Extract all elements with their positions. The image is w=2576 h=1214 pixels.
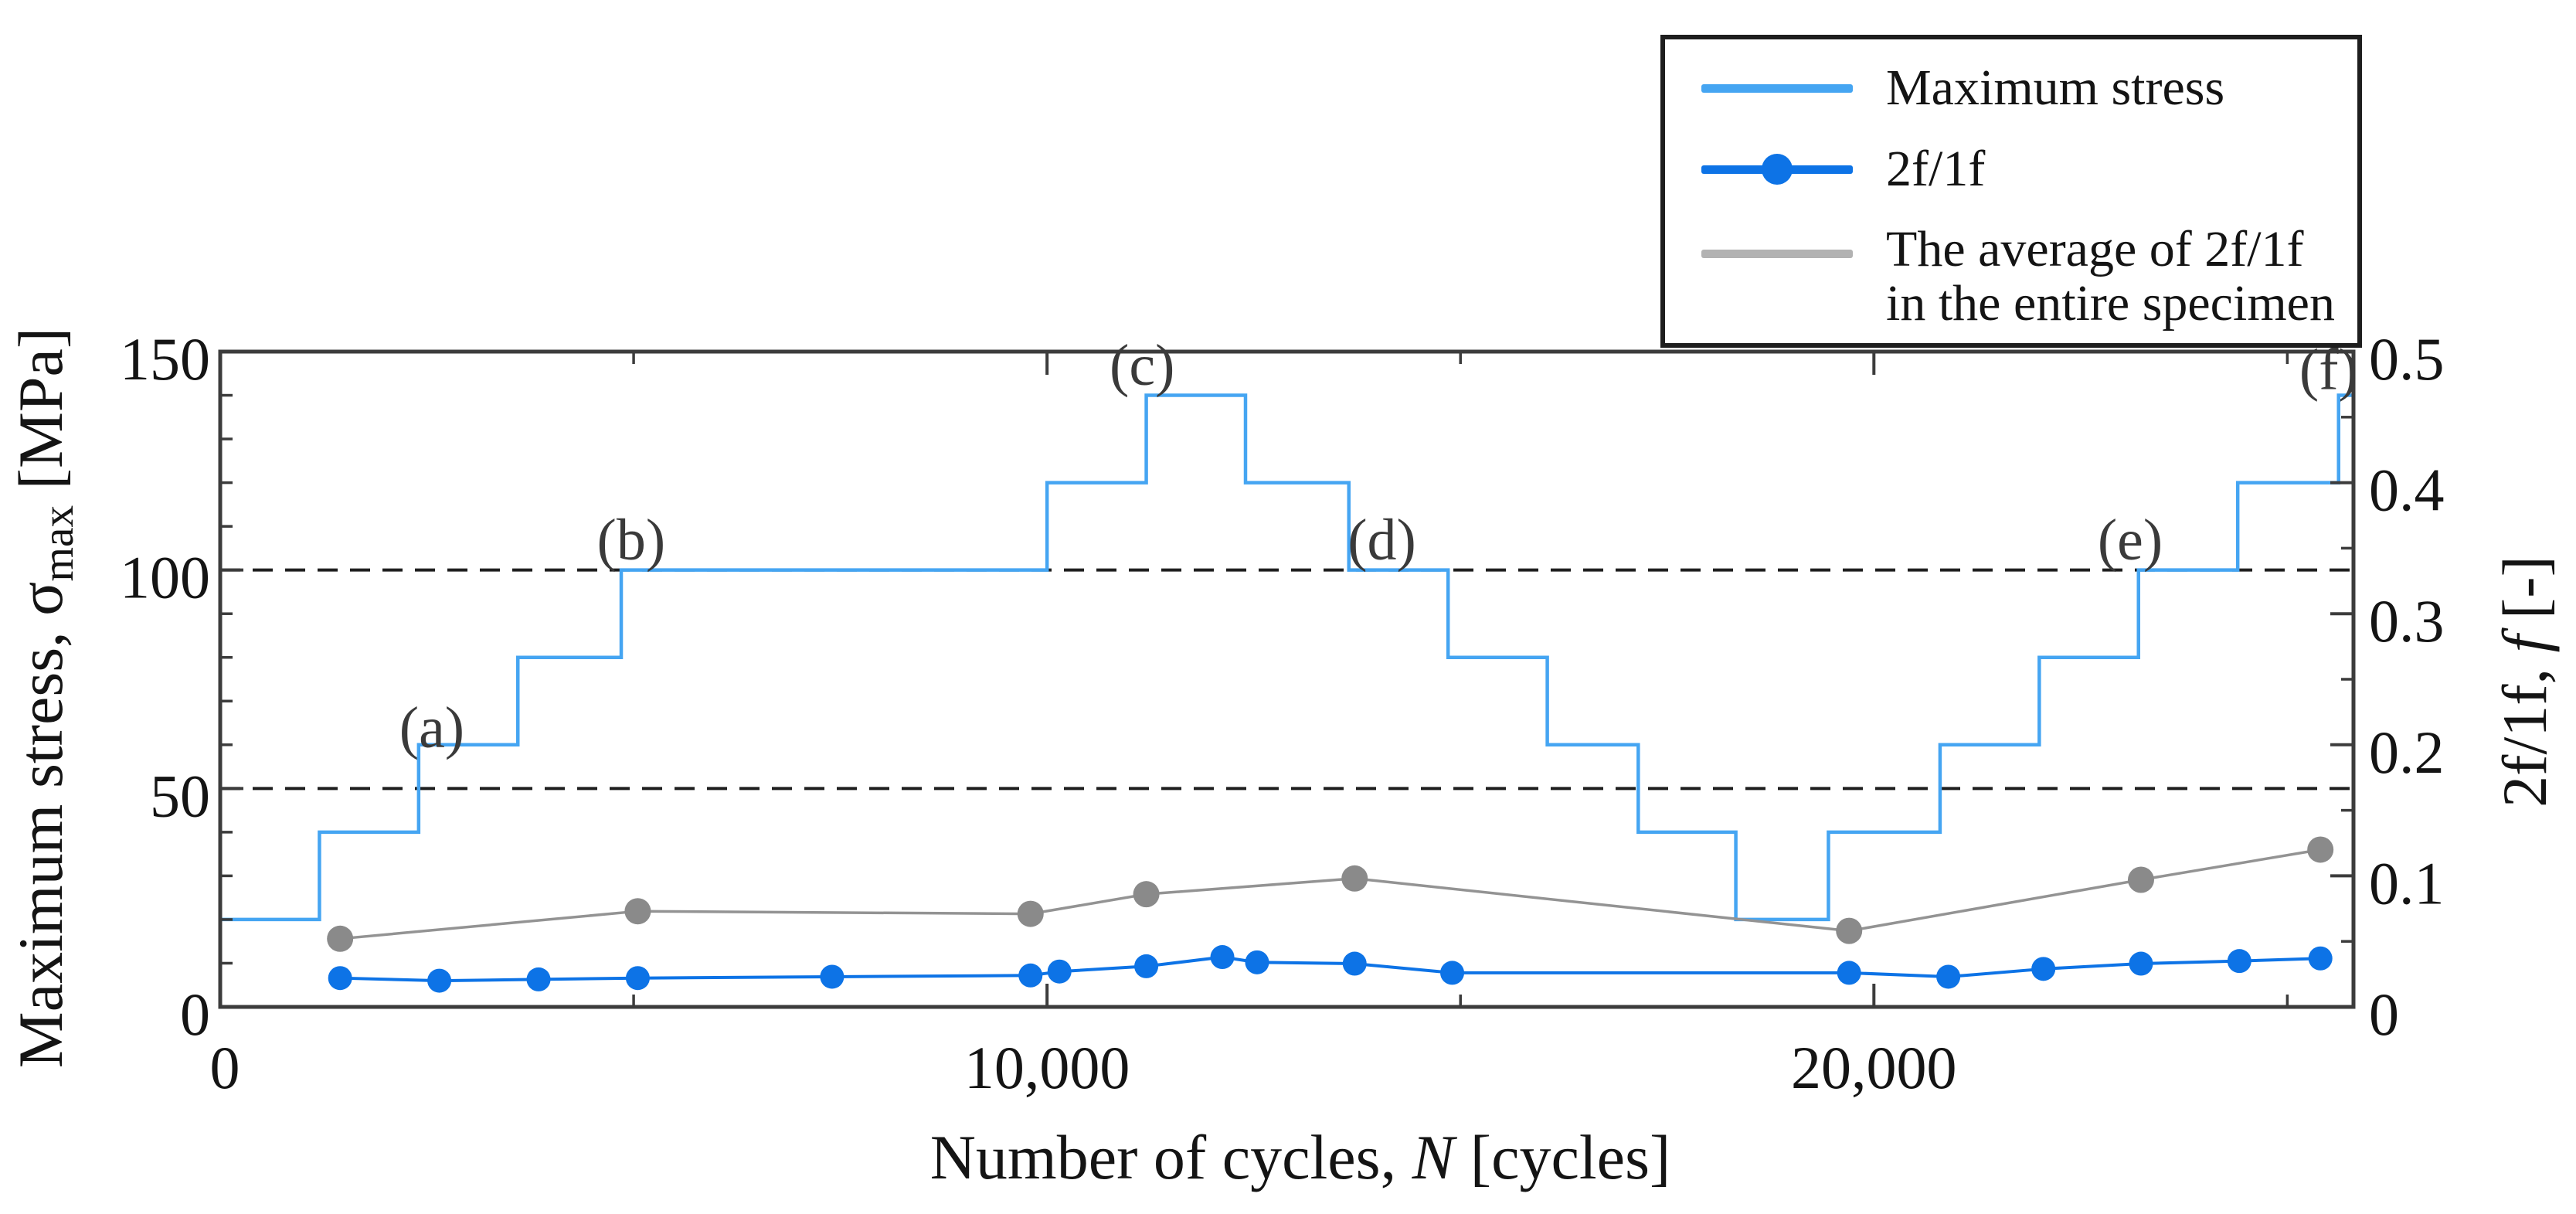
y-right-tick-label: 0.1 bbox=[2369, 849, 2445, 916]
right-axis-title-text: 2f/1f, bbox=[2489, 652, 2560, 808]
ratio-data-point bbox=[625, 966, 650, 991]
x-axis-title: Number of cycles, N [cycles] bbox=[930, 1121, 1671, 1194]
left-axis-title: Maximum stress, σmax [MPa] bbox=[5, 328, 83, 1068]
annotation-a: (a) bbox=[399, 695, 464, 760]
y-right-tick-label: 0.4 bbox=[2369, 457, 2445, 524]
x-tick-label: 0 bbox=[210, 1034, 240, 1101]
average-data-point bbox=[1133, 881, 1160, 908]
left-axis-title-unit: [MPa] bbox=[5, 327, 76, 505]
annotation-e: (e) bbox=[2098, 508, 2163, 573]
average-data-point bbox=[1341, 865, 1368, 892]
average-data-point bbox=[2127, 866, 2154, 893]
ratio-data-point bbox=[2308, 946, 2333, 971]
ratio-data-point bbox=[1210, 945, 1235, 970]
legend-label-max-stress: Maximum stress bbox=[1886, 60, 2225, 116]
max-stress-line bbox=[220, 393, 2353, 922]
ratio-data-point bbox=[1245, 950, 1269, 974]
x-axis-title-unit: [cycles] bbox=[1454, 1122, 1671, 1192]
x-axis-title-text: Number of cycles, bbox=[929, 1122, 1412, 1192]
average-line-swatch-icon bbox=[1701, 250, 1853, 258]
left-axis-title-subscript: max bbox=[34, 505, 83, 582]
annotation-b: (b) bbox=[597, 508, 666, 573]
annotation-f: (f) bbox=[2299, 338, 2358, 403]
right-axis-title-symbol: f bbox=[2489, 634, 2560, 653]
average-data-point bbox=[624, 898, 651, 925]
ratio-data-point bbox=[1134, 954, 1159, 978]
x-tick-label: 20,000 bbox=[1791, 1034, 1957, 1101]
average-data-point bbox=[2307, 836, 2334, 863]
y-left-tick-label: 50 bbox=[150, 762, 210, 829]
right-axis-title: 2f/1f, f [-] bbox=[2489, 556, 2561, 808]
plot-frame bbox=[218, 349, 2356, 1009]
ratio-data-point bbox=[2129, 951, 2153, 976]
average-data-point bbox=[1836, 917, 1863, 944]
x-axis-title-symbol: N bbox=[1412, 1122, 1455, 1192]
ratio-data-point bbox=[1018, 963, 1043, 988]
ratio-data-point bbox=[1342, 951, 1367, 976]
x-tick-label: 10,000 bbox=[964, 1034, 1130, 1101]
ratio-line bbox=[340, 955, 2321, 983]
average-data-point bbox=[1017, 900, 1044, 927]
ratio-data-point bbox=[1936, 964, 1961, 989]
y-right-tick-label: 0.2 bbox=[2369, 719, 2445, 786]
ratio-data-point bbox=[328, 966, 352, 991]
ratio-data-point bbox=[820, 964, 845, 989]
legend-label-average-line1: The average of 2f/1f bbox=[1886, 221, 2304, 277]
max-stress-line-swatch-icon bbox=[1701, 84, 1853, 93]
ratio-data-point bbox=[1440, 961, 1465, 985]
ratio-data-point bbox=[1047, 959, 1072, 984]
y-right-tick-label: 0.5 bbox=[2369, 325, 2445, 393]
ratio-data-point bbox=[2227, 949, 2251, 974]
y-right-tick-label: 0 bbox=[2369, 981, 2399, 1048]
ratio-data-point bbox=[427, 968, 452, 993]
legend-label-ratio: 2f/1f bbox=[1886, 141, 1986, 197]
ratio-data-point bbox=[1837, 961, 1861, 985]
ratio-marker-icon bbox=[1762, 154, 1793, 185]
y-left-tick-label: 0 bbox=[180, 981, 210, 1048]
annotation-c: (c) bbox=[1110, 333, 1174, 398]
average-data-point bbox=[327, 925, 354, 952]
left-axis-title-text: Maximum stress, σ bbox=[5, 581, 76, 1069]
legend: Maximum stress 2f/1f The average of 2f/1… bbox=[1660, 35, 2362, 348]
y-left-tick-label: 100 bbox=[120, 544, 210, 611]
ratio-data-point bbox=[2031, 957, 2056, 981]
right-axis-title-unit: [-] bbox=[2489, 556, 2560, 635]
annotation-d: (d) bbox=[1347, 508, 1416, 573]
y-left-tick-label: 150 bbox=[120, 325, 210, 393]
legend-label-average-line2: in the entire specimen bbox=[1886, 275, 2335, 332]
ratio-data-point bbox=[526, 967, 551, 991]
average-line bbox=[340, 848, 2321, 940]
y-right-tick-label: 0.3 bbox=[2369, 587, 2445, 655]
